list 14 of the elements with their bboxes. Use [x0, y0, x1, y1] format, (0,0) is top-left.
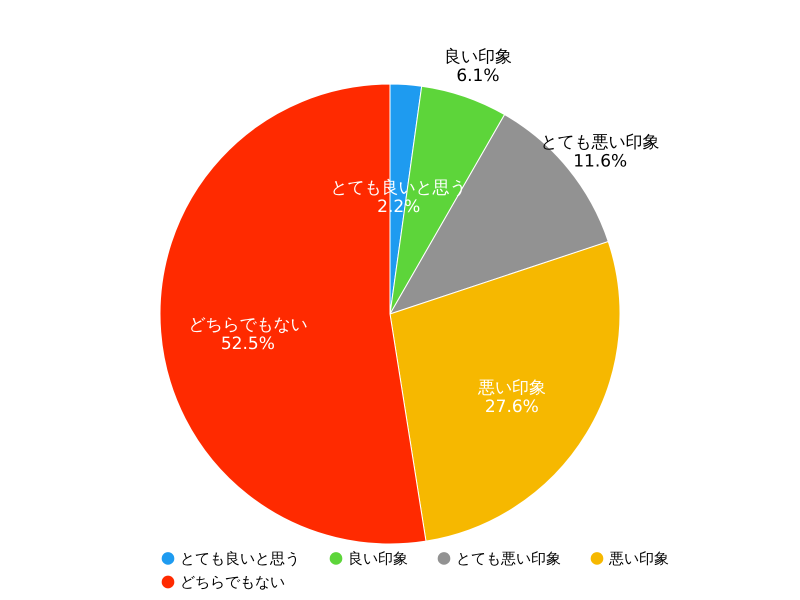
data-label: 27.6% — [484, 397, 539, 418]
data-label: 6.1% — [456, 66, 500, 86]
slice-label: とても悪い印象 — [540, 132, 660, 152]
legend-label: 良い印象 — [348, 549, 408, 568]
legend-label: どちらでもない — [180, 573, 285, 591]
data-label: 52.5% — [220, 334, 275, 354]
legend-label: とても悪い印象 — [456, 549, 561, 568]
data-label: 11.6% — [573, 151, 628, 172]
slice-label: どちらでもない — [188, 315, 308, 336]
legend-label: 悪い印象 — [608, 549, 669, 568]
slice-label: 良い印象 — [444, 47, 512, 68]
data-label: 2.2% — [377, 196, 420, 217]
slice-label: 悪い印象 — [476, 378, 546, 398]
legend-label: とても良いと思う — [180, 549, 300, 568]
